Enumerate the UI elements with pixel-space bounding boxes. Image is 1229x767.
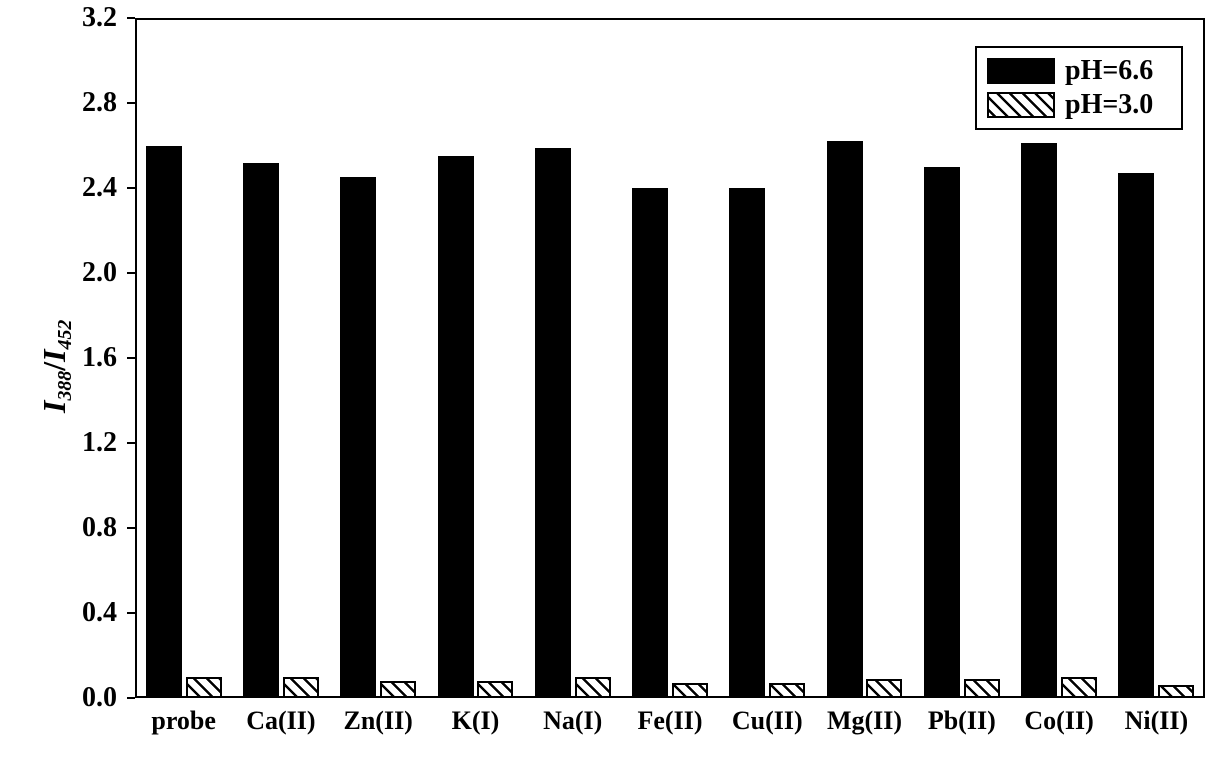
y-tick-label: 2.0 bbox=[57, 257, 117, 289]
x-tick-label: Mg(II) bbox=[816, 706, 913, 736]
legend-item: pH=3.0 bbox=[987, 88, 1171, 122]
bar-hatched bbox=[1061, 677, 1097, 698]
bar-solid bbox=[924, 167, 960, 698]
legend-label: pH=6.6 bbox=[1065, 55, 1153, 87]
legend-label: pH=3.0 bbox=[1065, 89, 1153, 121]
bar-hatched bbox=[380, 681, 416, 698]
bar-hatched bbox=[575, 677, 611, 698]
bar-hatched bbox=[866, 679, 902, 698]
y-axis-label: I388/I452 bbox=[36, 320, 78, 413]
x-tick-label: K(I) bbox=[427, 706, 524, 736]
bar-solid bbox=[729, 188, 765, 698]
bar-solid bbox=[243, 163, 279, 699]
bar-solid bbox=[340, 177, 376, 698]
y-tick-mark bbox=[127, 102, 135, 105]
y-tick-mark bbox=[127, 527, 135, 530]
bar-hatched bbox=[186, 677, 222, 698]
y-tick-mark bbox=[127, 17, 135, 20]
bar-solid bbox=[632, 188, 668, 698]
y-tick-mark bbox=[127, 272, 135, 275]
bar-solid bbox=[146, 146, 182, 699]
x-tick-label: probe bbox=[135, 706, 232, 736]
bar-hatched bbox=[672, 683, 708, 698]
y-tick-label: 2.8 bbox=[57, 87, 117, 119]
y-tick-mark bbox=[127, 697, 135, 700]
x-tick-label: Ca(II) bbox=[232, 706, 329, 736]
legend-swatch-solid bbox=[987, 58, 1055, 84]
y-tick-label: 2.4 bbox=[57, 172, 117, 204]
y-tick-mark bbox=[127, 442, 135, 445]
y-tick-label: 0.0 bbox=[57, 682, 117, 714]
x-tick-label: Pb(II) bbox=[913, 706, 1010, 736]
y-tick-label: 0.8 bbox=[57, 512, 117, 544]
bar-hatched bbox=[1158, 685, 1194, 698]
x-tick-label: Fe(II) bbox=[621, 706, 718, 736]
x-tick-label: Zn(II) bbox=[330, 706, 427, 736]
x-tick-label: Na(I) bbox=[524, 706, 621, 736]
bar-hatched bbox=[283, 677, 319, 698]
y-tick-mark bbox=[127, 612, 135, 615]
x-tick-label: Co(II) bbox=[1010, 706, 1107, 736]
bar-solid bbox=[1118, 173, 1154, 698]
bar-solid bbox=[827, 141, 863, 698]
y-tick-label: 1.2 bbox=[57, 427, 117, 459]
x-tick-label: Cu(II) bbox=[719, 706, 816, 736]
bar-solid bbox=[535, 148, 571, 698]
bar-hatched bbox=[964, 679, 1000, 698]
legend-swatch-hatched bbox=[987, 92, 1055, 118]
bar-hatched bbox=[769, 683, 805, 698]
y-tick-label: 0.4 bbox=[57, 597, 117, 629]
legend: pH=6.6pH=3.0 bbox=[975, 46, 1183, 130]
legend-item: pH=6.6 bbox=[987, 54, 1171, 88]
bar-solid bbox=[438, 156, 474, 698]
y-tick-mark bbox=[127, 357, 135, 360]
y-tick-mark bbox=[127, 187, 135, 190]
chart-container: 0.00.40.81.21.62.02.42.83.2I388/I452prob… bbox=[0, 0, 1229, 767]
bar-hatched bbox=[477, 681, 513, 698]
bar-solid bbox=[1021, 143, 1057, 698]
x-tick-label: Ni(II) bbox=[1108, 706, 1205, 736]
y-tick-label: 3.2 bbox=[57, 2, 117, 34]
